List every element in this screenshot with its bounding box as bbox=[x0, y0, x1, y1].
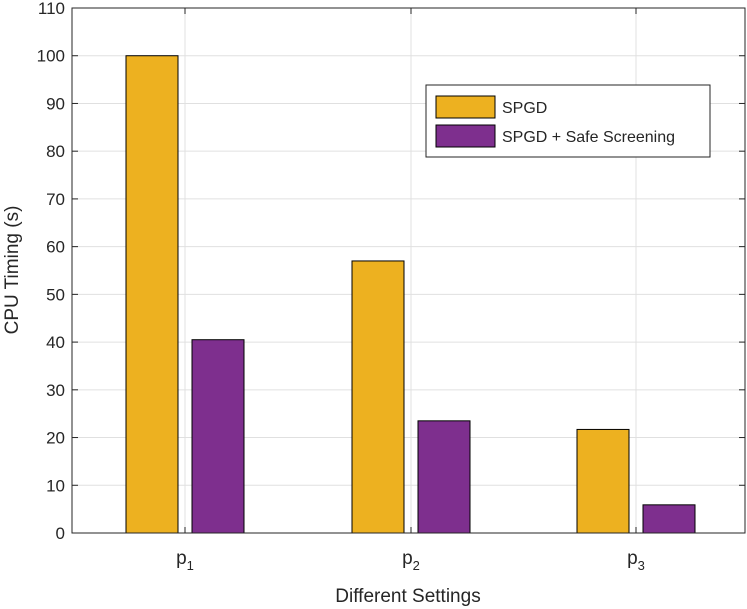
x-tick-label-base: p bbox=[627, 548, 638, 569]
legend-swatch bbox=[435, 95, 496, 119]
x-tick-label: p3 bbox=[627, 548, 645, 573]
y-axis-label: CPU Timing (s) bbox=[2, 206, 23, 335]
y-tick-label: 100 bbox=[37, 47, 65, 66]
bar-spgd-safe-screening bbox=[642, 504, 696, 534]
y-tick-label: 70 bbox=[46, 190, 65, 209]
y-tick-label: 10 bbox=[46, 476, 65, 495]
legend-label: SPGD + Safe Screening bbox=[502, 129, 675, 146]
bar-spgd-safe-screening bbox=[417, 420, 471, 534]
y-tick-label: 20 bbox=[46, 429, 65, 448]
bar-spgd bbox=[125, 55, 179, 534]
y-tick-label: 50 bbox=[46, 285, 65, 304]
y-tick-label: 40 bbox=[46, 333, 65, 352]
y-tick-label: 60 bbox=[46, 238, 65, 257]
legend-label: SPGD bbox=[502, 100, 547, 117]
y-ticks: 0 10 20 30 40 50 60 70 80 90 100 110 bbox=[37, 0, 745, 543]
x-ticks: p1 p2 p3 bbox=[176, 8, 645, 573]
bar-spgd bbox=[576, 428, 630, 534]
y-tick-label: 30 bbox=[46, 381, 65, 400]
legend-swatch bbox=[435, 124, 496, 148]
x-tick-label-subscript: 1 bbox=[187, 558, 194, 573]
bar-spgd bbox=[351, 260, 405, 534]
y-tick-label: 0 bbox=[56, 524, 65, 543]
x-tick-label-base: p bbox=[402, 548, 413, 569]
plot-frame bbox=[71, 7, 746, 534]
legend: SPGD SPGD + Safe Screening bbox=[425, 84, 711, 158]
y-tick-label: 90 bbox=[46, 94, 65, 113]
x-tick-label-subscript: 3 bbox=[638, 558, 645, 573]
bar-spgd-safe-screening bbox=[191, 339, 245, 534]
x-tick-label: p1 bbox=[176, 548, 194, 573]
x-tick-label-base: p bbox=[176, 548, 187, 569]
y-tick-label: 80 bbox=[46, 142, 65, 161]
x-tick-label-subscript: 2 bbox=[413, 558, 420, 573]
x-tick-label: p2 bbox=[402, 548, 420, 573]
bars bbox=[125, 55, 696, 534]
y-tick-label: 110 bbox=[38, 0, 65, 18]
x-axis-label: Different Settings bbox=[335, 586, 480, 607]
